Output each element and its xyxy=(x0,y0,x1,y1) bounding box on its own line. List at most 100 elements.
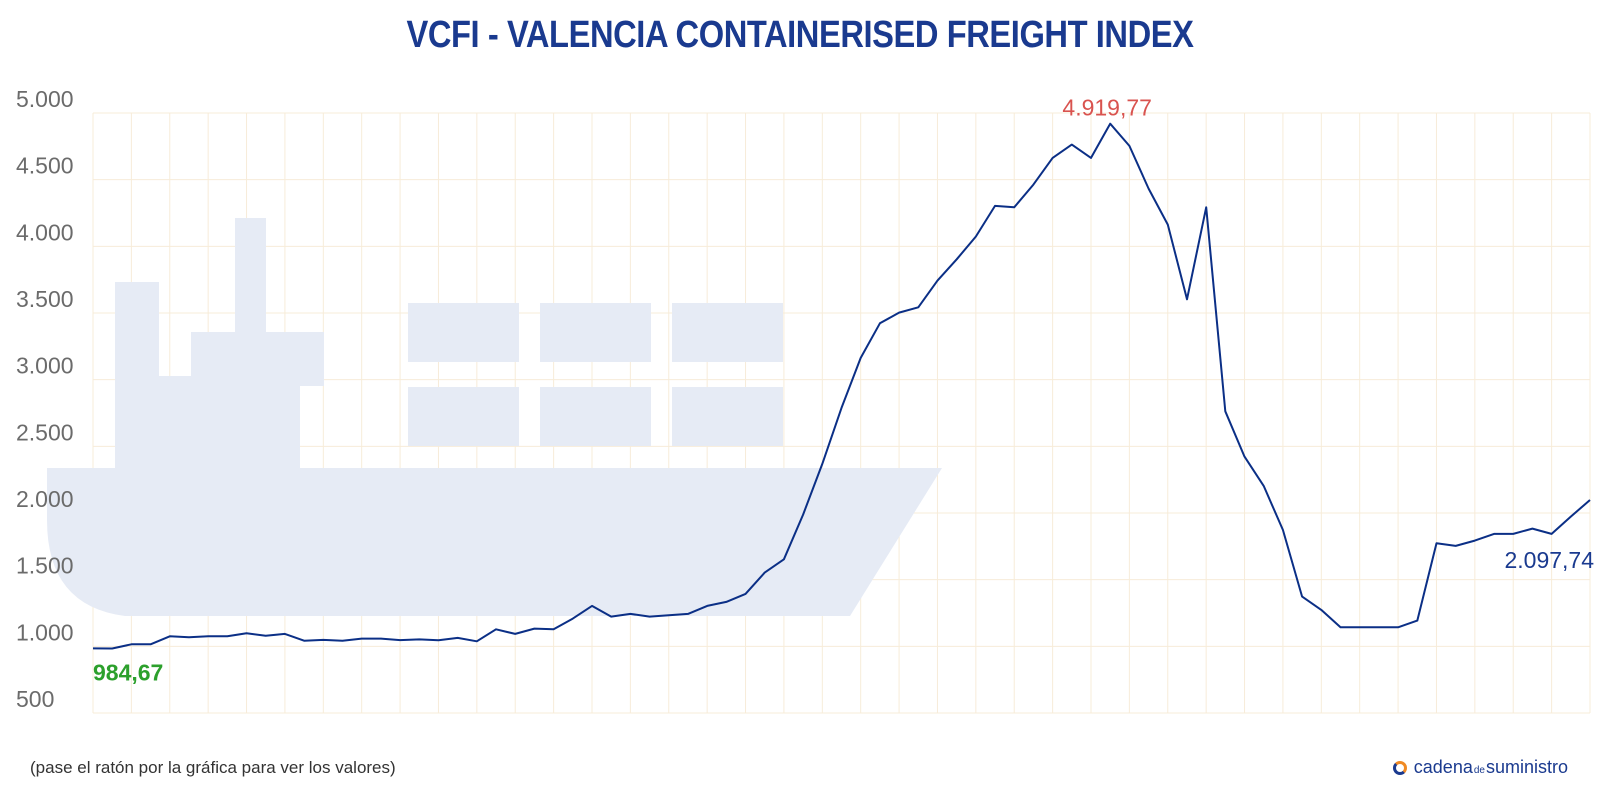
y-tick-label: 1.500 xyxy=(16,553,74,579)
brand-part-1: cadena xyxy=(1413,757,1473,777)
data-point[interactable] xyxy=(435,637,441,643)
data-point[interactable] xyxy=(1222,408,1228,414)
data-point[interactable] xyxy=(839,405,845,411)
data-point[interactable] xyxy=(128,641,134,647)
data-point[interactable] xyxy=(1107,121,1113,127)
data-point[interactable] xyxy=(493,626,499,632)
brand-part-3: suministro xyxy=(1485,757,1568,777)
data-point[interactable] xyxy=(877,320,883,326)
data-point[interactable] xyxy=(1242,454,1248,460)
data-point[interactable] xyxy=(474,638,480,644)
data-point[interactable] xyxy=(531,626,537,632)
data-point[interactable] xyxy=(263,633,269,639)
data-point[interactable] xyxy=(1338,624,1344,630)
data-point[interactable] xyxy=(1472,538,1478,544)
data-point[interactable] xyxy=(1587,497,1593,503)
data-point[interactable] xyxy=(90,645,96,651)
data-point[interactable] xyxy=(973,234,979,240)
data-point[interactable] xyxy=(858,355,864,361)
data-point[interactable] xyxy=(896,310,902,316)
y-tick-label: 4.500 xyxy=(16,153,74,179)
data-point[interactable] xyxy=(915,304,921,310)
data-point[interactable] xyxy=(1261,483,1267,489)
data-point[interactable] xyxy=(1433,540,1439,546)
data-point[interactable] xyxy=(205,633,211,639)
ship-funnel-left xyxy=(115,282,159,472)
min-value-label: 984,67 xyxy=(93,659,163,685)
data-point[interactable] xyxy=(1126,143,1132,149)
data-point[interactable] xyxy=(109,645,115,651)
series-line[interactable] xyxy=(92,122,1591,650)
data-point[interactable] xyxy=(781,556,787,562)
data-point[interactable] xyxy=(1280,527,1286,533)
container-ship-illustration xyxy=(47,218,942,616)
data-point[interactable] xyxy=(647,614,653,620)
last-value-label: 2.097,74 xyxy=(1504,547,1594,573)
data-point[interactable] xyxy=(1414,618,1420,624)
data-point[interactable] xyxy=(1510,531,1516,537)
data-point[interactable] xyxy=(1146,186,1152,192)
data-point[interactable] xyxy=(954,256,960,262)
data-point[interactable] xyxy=(397,637,403,643)
data-point[interactable] xyxy=(455,635,461,641)
data-point[interactable] xyxy=(1376,624,1382,630)
data-point[interactable] xyxy=(1549,531,1555,537)
data-point[interactable] xyxy=(224,633,230,639)
data-point[interactable] xyxy=(589,603,595,609)
data-point[interactable] xyxy=(1568,514,1574,520)
data-point[interactable] xyxy=(934,278,940,284)
container-4 xyxy=(408,387,519,446)
data-point[interactable] xyxy=(627,611,633,617)
data-point[interactable] xyxy=(992,203,998,209)
data-point[interactable] xyxy=(167,633,173,639)
data-point[interactable] xyxy=(819,461,825,467)
data-point[interactable] xyxy=(282,631,288,637)
data-point[interactable] xyxy=(1011,204,1017,210)
data-point[interactable] xyxy=(1357,624,1363,630)
y-tick-label: 2.500 xyxy=(16,419,74,445)
data-point[interactable] xyxy=(244,630,250,636)
data-point[interactable] xyxy=(608,614,614,620)
data-point[interactable] xyxy=(186,634,192,640)
data-point[interactable] xyxy=(1088,155,1094,161)
y-tick-label: 5.000 xyxy=(16,86,74,112)
data-point[interactable] xyxy=(685,611,691,617)
data-point[interactable] xyxy=(666,612,672,618)
data-point[interactable] xyxy=(762,570,768,576)
data-point[interactable] xyxy=(1203,204,1209,210)
chart-title: VCFI - VALENCIA CONTAINERISED FREIGHT IN… xyxy=(406,14,1194,56)
data-point[interactable] xyxy=(1395,624,1401,630)
container-5 xyxy=(540,387,651,446)
data-point[interactable] xyxy=(743,591,749,597)
data-point[interactable] xyxy=(570,616,576,622)
data-point[interactable] xyxy=(723,599,729,605)
data-point[interactable] xyxy=(378,636,384,642)
data-point[interactable] xyxy=(301,638,307,644)
data-point[interactable] xyxy=(1030,182,1036,188)
y-tick-label: 3.500 xyxy=(16,286,74,312)
data-point[interactable] xyxy=(359,636,365,642)
data-point[interactable] xyxy=(320,637,326,643)
data-point[interactable] xyxy=(512,631,518,637)
max-value-label: 4.919,77 xyxy=(1062,95,1152,121)
data-point[interactable] xyxy=(1299,594,1305,600)
brand-logo[interactable]: cadena de suministro xyxy=(1392,757,1568,778)
data-point[interactable] xyxy=(1050,155,1056,161)
data-point[interactable] xyxy=(1165,222,1171,228)
ship-bridge-mid xyxy=(191,332,235,472)
container-6 xyxy=(672,387,783,446)
data-point[interactable] xyxy=(800,512,806,518)
data-point[interactable] xyxy=(1453,543,1459,549)
data-point[interactable] xyxy=(551,626,557,632)
data-point[interactable] xyxy=(416,636,422,642)
data-point[interactable] xyxy=(704,603,710,609)
data-point[interactable] xyxy=(1491,531,1497,537)
data-point[interactable] xyxy=(148,641,154,647)
data-point[interactable] xyxy=(1529,526,1535,532)
data-point[interactable] xyxy=(1069,142,1075,148)
data-point[interactable] xyxy=(1184,296,1190,302)
ship-mast xyxy=(235,218,266,472)
data-point[interactable] xyxy=(340,638,346,644)
data-point[interactable] xyxy=(1318,607,1324,613)
